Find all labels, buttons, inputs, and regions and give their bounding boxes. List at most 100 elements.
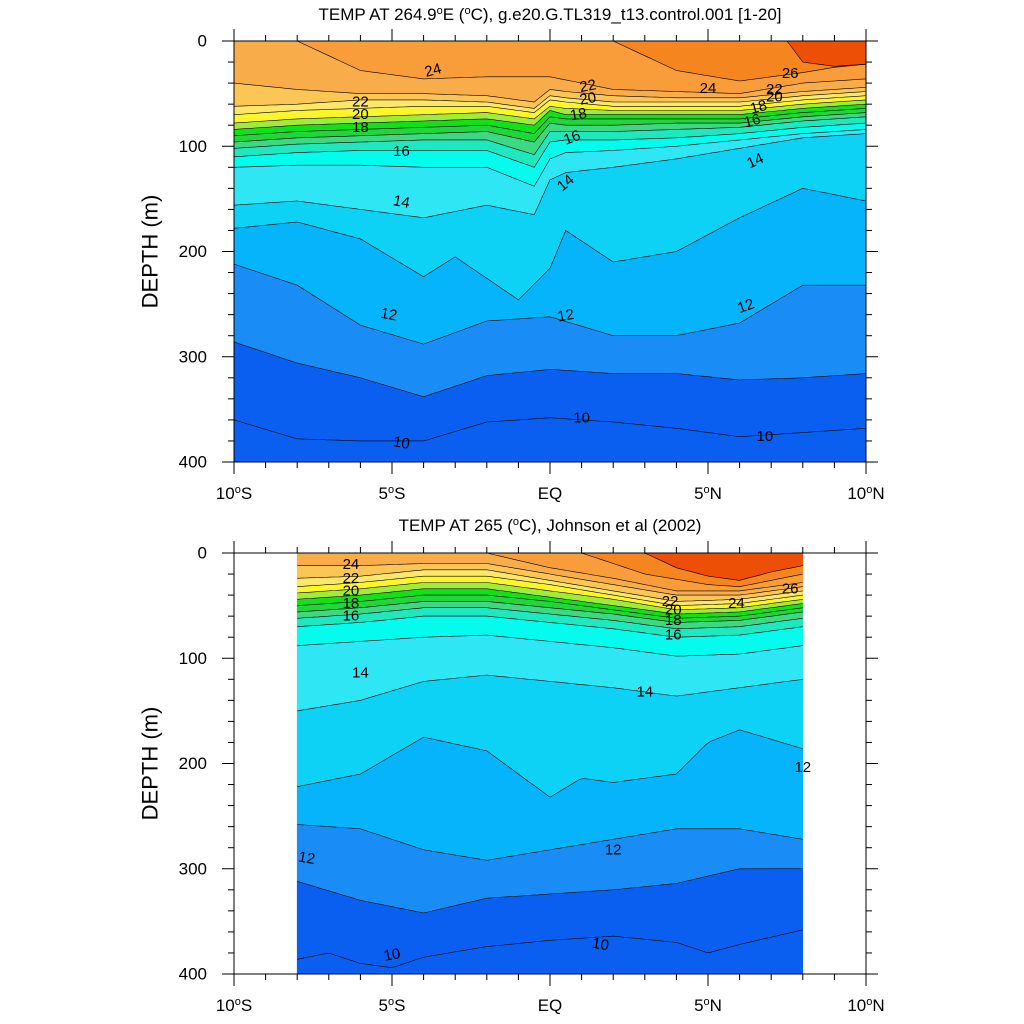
isotherm-25 — [297, 553, 803, 592]
contour-label: 20 — [578, 89, 597, 109]
contour-label: 14 — [392, 192, 411, 212]
contour-label: 14 — [744, 150, 766, 172]
x-tick-label: 10oN — [847, 484, 884, 503]
isotherm-25 — [234, 41, 866, 94]
isotherm-14 — [297, 674, 803, 712]
panel-title: TEMP AT 264.9oE (oC), g.e20.G.TL319_t13.… — [318, 5, 781, 24]
x-tick-label: 5oS — [379, 484, 406, 503]
contour-label: 18 — [569, 105, 588, 125]
contour-label: 16 — [343, 608, 360, 625]
panel-title: TEMP AT 265 (oC), Johnson et al (2002) — [399, 516, 702, 535]
isotherm-19 — [297, 594, 803, 619]
x-tick-label: 5oN — [694, 484, 722, 503]
isotherm-27 — [297, 553, 803, 581]
y-tick-label: 300 — [179, 347, 207, 366]
band-26 — [297, 553, 804, 588]
band-25 — [297, 553, 804, 592]
contour-label: 12 — [297, 848, 316, 868]
y-tick-label: 400 — [179, 965, 207, 984]
isotherm-11 — [234, 341, 866, 398]
isotherm-17 — [297, 607, 803, 630]
isotherm-23 — [297, 569, 803, 602]
isotherm-13 — [297, 729, 803, 798]
contour-label: 10 — [591, 935, 610, 955]
contour-label: 16 — [561, 127, 582, 149]
contour-label: 22 — [662, 593, 679, 610]
isotherm-21 — [234, 99, 866, 124]
y-tick-label: 200 — [179, 242, 207, 261]
y-tick-label: 200 — [179, 754, 207, 773]
contour-label: 24 — [728, 595, 745, 612]
contour-label: 10 — [757, 428, 774, 445]
contour-label: 22 — [578, 76, 597, 96]
isotherm-26 — [297, 553, 803, 588]
isotherm-18 — [234, 112, 866, 143]
contour-label: 22 — [766, 81, 783, 98]
x-tick-label: EQ — [538, 996, 563, 1015]
contour-label: 20 — [766, 88, 783, 105]
isotherm-23 — [234, 91, 866, 109]
contour-label: 20 — [665, 601, 682, 618]
x-tick-label: 10oS — [216, 484, 252, 503]
contour-label: 24 — [343, 556, 360, 573]
contour-label: 10 — [573, 409, 590, 426]
isotherm-19 — [234, 108, 866, 136]
isotherm-12 — [234, 263, 866, 345]
contour-label: 14 — [636, 683, 653, 700]
contour-label: 16 — [665, 627, 682, 644]
y-tick-label: 100 — [179, 137, 207, 156]
x-tick-label: 5oN — [694, 996, 722, 1015]
contour-label: 12 — [794, 759, 811, 776]
contour-label: 14 — [352, 664, 369, 681]
contour-label: 16 — [742, 111, 763, 132]
contour-label: 22 — [352, 94, 369, 111]
y-tick-label: 300 — [179, 859, 207, 878]
isotherm-24 — [234, 82, 866, 103]
contour-label: 22 — [343, 570, 360, 587]
y-tick-label: 400 — [179, 453, 207, 472]
y-axis-label: DEPTH (m) — [138, 707, 163, 821]
isotherm-18 — [297, 601, 803, 623]
contour-label: 24 — [423, 60, 444, 81]
contour-label: 12 — [556, 306, 575, 326]
contour-label: 24 — [700, 80, 717, 97]
contour-label: 20 — [343, 582, 360, 599]
contour-label: 10 — [392, 433, 411, 453]
contour-label: 18 — [343, 595, 360, 612]
isotherm-22 — [297, 575, 803, 606]
isotherm-13 — [234, 187, 866, 301]
isotherm-22 — [234, 95, 866, 115]
isotherm-15 — [297, 634, 803, 657]
band-27 — [297, 553, 804, 581]
isotherm-24 — [297, 563, 803, 596]
x-tick-label: EQ — [538, 484, 563, 503]
band-27 — [234, 41, 866, 67]
contour-label: 18 — [352, 119, 369, 136]
isotherm-14 — [234, 133, 866, 219]
y-tick-label: 0 — [198, 544, 207, 563]
contour-label: 12 — [379, 305, 398, 325]
y-tick-label: 100 — [179, 649, 207, 668]
contour-label: 10 — [382, 945, 401, 965]
x-tick-label: 10oS — [216, 996, 252, 1015]
isotherm-16 — [234, 122, 866, 168]
y-tick-label: 0 — [198, 32, 207, 51]
contour-label: 20 — [352, 106, 369, 123]
isotherm-10 — [297, 929, 803, 968]
isotherm-20 — [297, 588, 803, 615]
panel-2: 2422201816142220181624261412121210100100… — [138, 516, 885, 1015]
isotherm-15 — [234, 129, 866, 187]
isotherm-11 — [297, 868, 803, 914]
isotherm-16 — [297, 615, 803, 638]
contour-label: 12 — [735, 295, 756, 317]
band-26 — [234, 41, 866, 82]
x-tick-label: 10oN — [847, 996, 884, 1015]
x-tick-label: 5oS — [379, 996, 406, 1015]
isotherm-10 — [234, 417, 866, 442]
contour-label: 18 — [665, 612, 682, 629]
contour-label: 12 — [605, 841, 622, 858]
isotherm-21 — [297, 582, 803, 611]
